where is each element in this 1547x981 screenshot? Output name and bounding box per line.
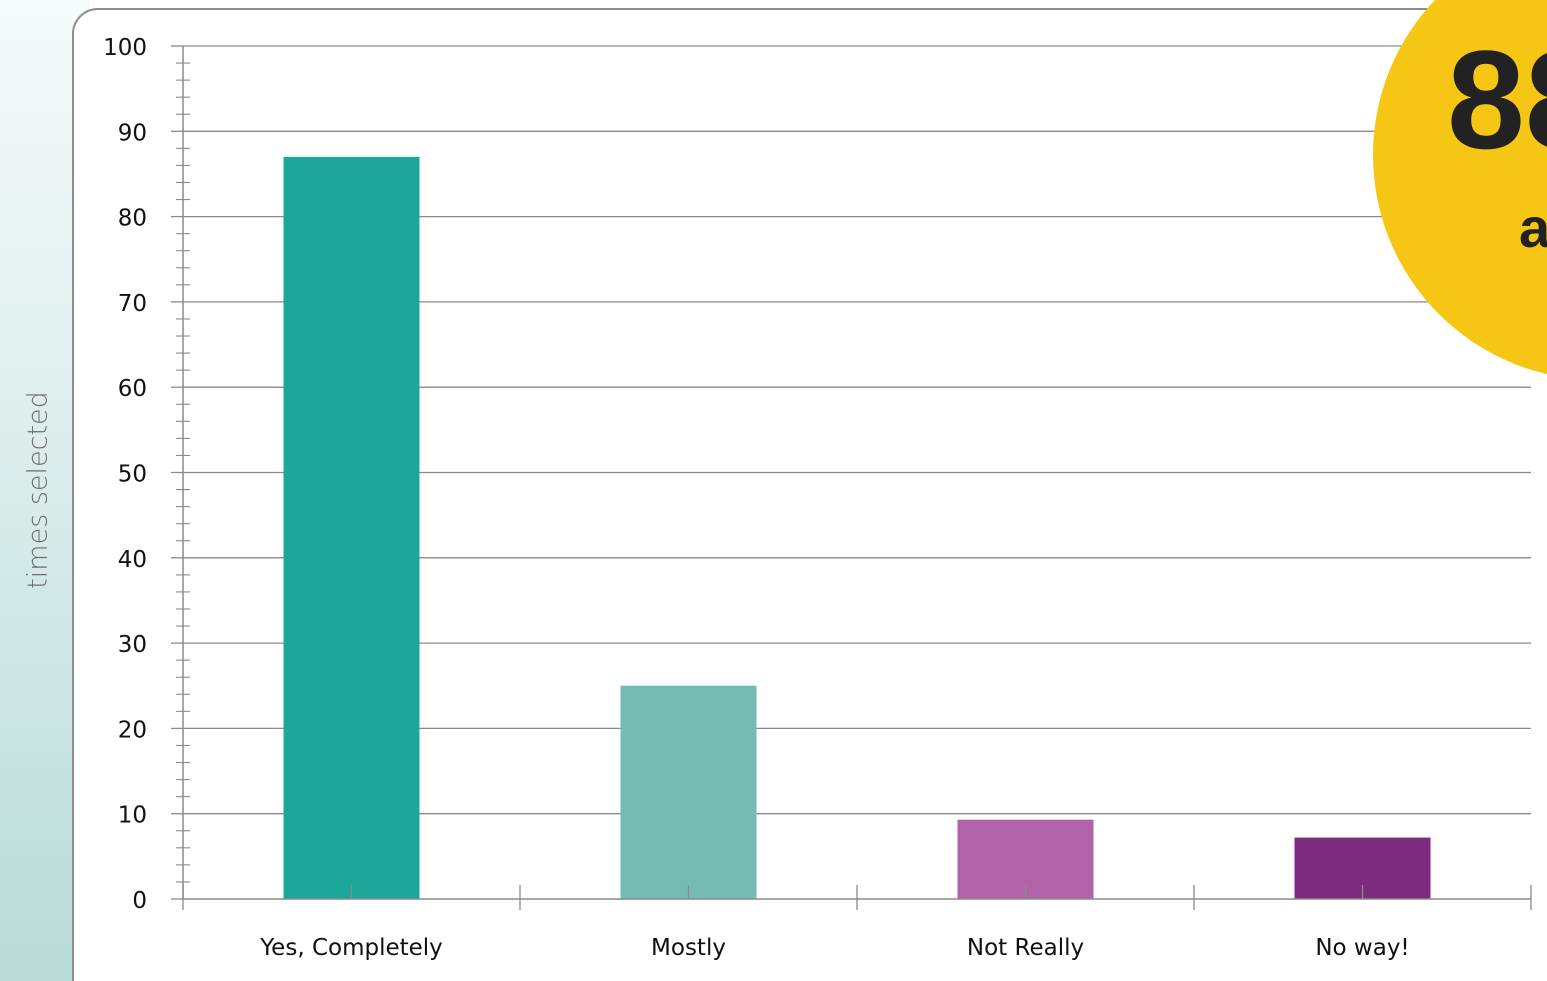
y-tick-label: 60 (118, 376, 147, 402)
y-tick-label: 40 (118, 547, 147, 573)
y-tick-label: 0 (132, 888, 147, 914)
y-tick-label: 100 (103, 35, 147, 61)
x-tick-label: Not Really (967, 935, 1084, 961)
axes (171, 45, 1532, 910)
y-tick-label: 10 (118, 803, 147, 829)
y-tick-label: 50 (118, 462, 147, 488)
x-tick-label: No way! (1315, 935, 1409, 961)
bars (283, 156, 1431, 899)
badge-main-text: 88 (1447, 21, 1547, 178)
bar (283, 156, 420, 899)
x-tick-label: Yes, Completely (259, 935, 443, 961)
y-tick-label: 20 (118, 717, 147, 743)
y-tick-label: 80 (118, 206, 147, 232)
tick-labels: 0 10 20 30 40 50 60 70 80 90 100 Yes, Completely Mos… (103, 35, 1410, 961)
badge-sub-text: a (1519, 196, 1547, 259)
y-tick-label: 70 (118, 291, 147, 317)
bar (620, 685, 757, 899)
y-tick-label: 30 (118, 632, 147, 658)
y-tick-label: 90 (118, 120, 147, 146)
x-tick-label: Mostly (651, 935, 726, 961)
